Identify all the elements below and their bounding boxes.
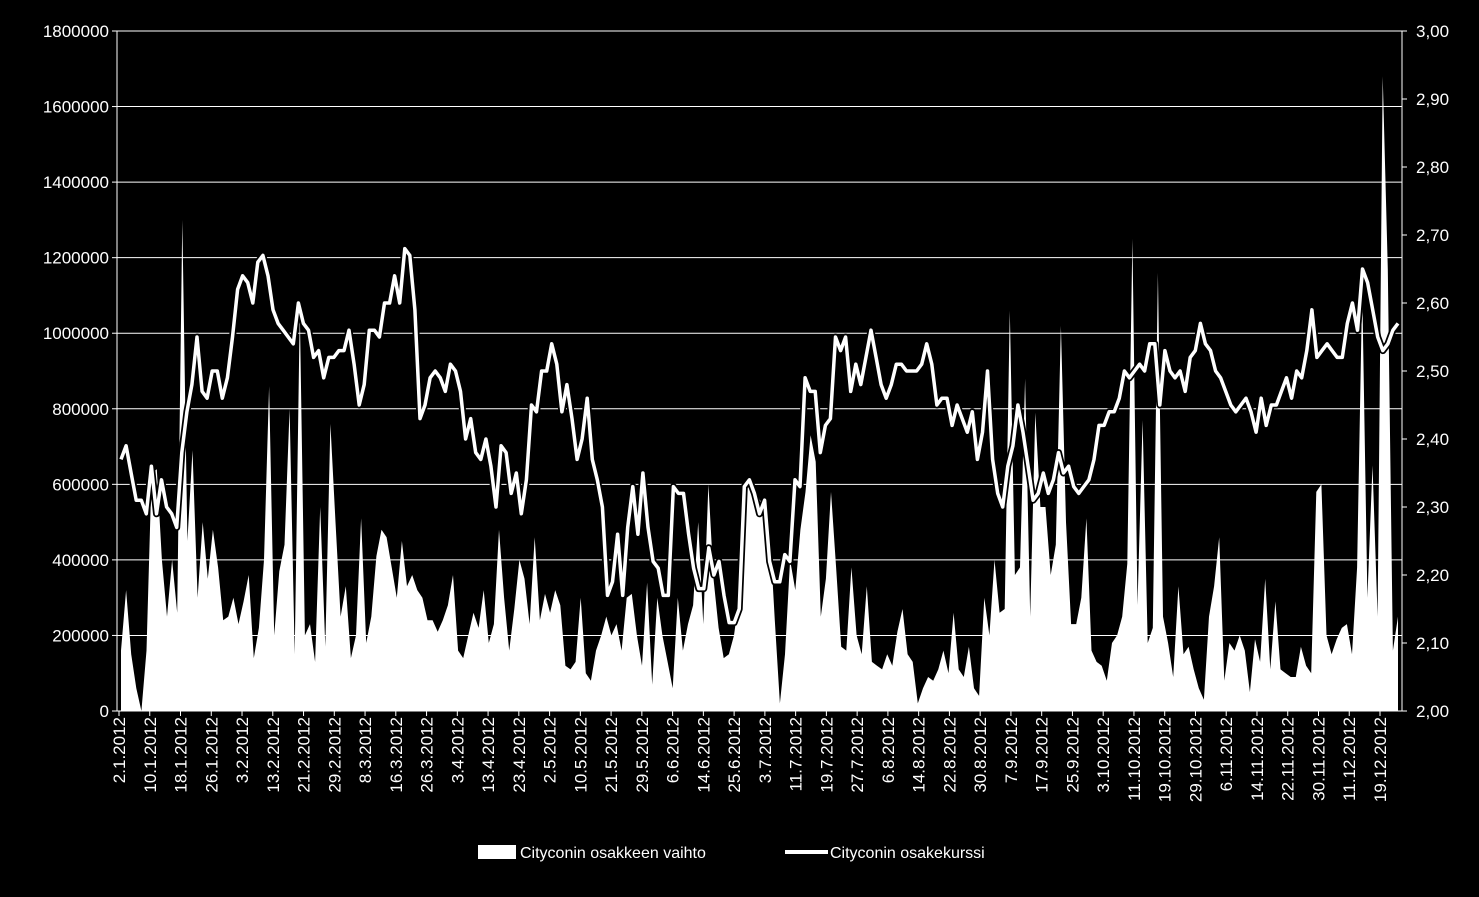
x-tick-label: 26.3.2012: [418, 717, 437, 793]
y-right-tick-label: 2,20: [1416, 566, 1449, 585]
x-tick-label: 3.10.2012: [1094, 717, 1113, 793]
price-line-layer: [117, 245, 1401, 627]
x-tick-label: 25.6.2012: [725, 717, 744, 793]
y-left-tick-label: 600000: [52, 475, 109, 494]
y-left-tick-label: 1800000: [43, 22, 109, 41]
x-tick-label: 26.1.2012: [202, 717, 221, 793]
x-tick-label: 2.1.2012: [110, 717, 129, 783]
x-tick-label: 3.7.2012: [756, 717, 775, 783]
x-tick-label: 30.8.2012: [971, 717, 990, 793]
x-tick-label: 19.10.2012: [1156, 717, 1175, 802]
y-left-tick-label: 200000: [52, 626, 109, 645]
x-tick-label: 29.2.2012: [325, 717, 344, 793]
y-right-tick-label: 2,50: [1416, 362, 1449, 381]
legend: Cityconin osakkeen vaihto Cityconin osak…: [478, 845, 985, 862]
axes: 0 200000 400000 600000 800000 1000000 1200000 1…: [43, 22, 1449, 802]
x-tick-label: 11.12.2012: [1340, 717, 1359, 801]
y-right-tick-label: 2,90: [1416, 90, 1449, 109]
y-left-tick-label: 0: [100, 702, 109, 721]
y-right-tick-label: 2,80: [1416, 158, 1449, 177]
x-tick-label: 13.4.2012: [479, 717, 498, 793]
price-line: [119, 246, 1400, 625]
x-tick-label: 10.5.2012: [571, 717, 590, 793]
x-tick-label: 22.11.2012: [1279, 717, 1298, 801]
y-right-tick-label: 3,00: [1416, 22, 1449, 41]
y-right-tick-label: 2,60: [1416, 294, 1449, 313]
y-right-tick-label: 2,10: [1416, 634, 1449, 653]
y-right-tick-label: 2,30: [1416, 498, 1449, 517]
y-left-tick-label: 1400000: [43, 173, 109, 192]
y-left-tick-label: 800000: [52, 400, 109, 419]
x-tick-label: 13.2.2012: [264, 717, 283, 793]
x-tick-label: 14.11.2012: [1248, 717, 1267, 801]
x-tick-label: 10.1.2012: [141, 717, 160, 793]
y-left-tick-label: 400000: [52, 551, 109, 570]
legend-label-volume: Cityconin osakkeen vaihto: [520, 845, 706, 862]
x-tick-label: 27.7.2012: [848, 717, 867, 793]
x-tick-label: 11.7.2012: [787, 717, 806, 791]
x-tick-label: 29.5.2012: [633, 717, 652, 793]
x-tick-label: 23.4.2012: [510, 717, 529, 793]
volume-area-layer: [121, 76, 1398, 712]
y-right-tick-label: 2,00: [1416, 702, 1449, 721]
x-tick-label: 7.9.2012: [1002, 717, 1021, 783]
x-tick-label: 19.7.2012: [817, 717, 836, 793]
x-tick-label: 14.6.2012: [694, 717, 713, 793]
y-left-tick-label: 1600000: [43, 98, 109, 117]
y-left-tick-label: 1200000: [43, 249, 109, 268]
x-tick-label: 22.8.2012: [940, 717, 959, 793]
x-tick-label: 21.5.2012: [602, 717, 621, 793]
volume-area: [121, 76, 1398, 712]
x-tick-label: 14.8.2012: [910, 717, 929, 793]
x-tick-label: 21.2.2012: [295, 717, 314, 793]
x-tick-label: 29.10.2012: [1187, 717, 1206, 802]
x-tick-label: 3.4.2012: [448, 717, 467, 783]
x-tick-label: 6.6.2012: [664, 717, 683, 783]
x-tick-label: 6.11.2012: [1217, 717, 1236, 791]
x-tick-label: 16.3.2012: [387, 717, 406, 793]
y-left-tick-label: 1000000: [43, 324, 109, 343]
y-right-tick-label: 2,40: [1416, 430, 1449, 449]
x-tick-label: 18.1.2012: [172, 717, 191, 793]
y-right-tick-label: 2,70: [1416, 226, 1449, 245]
x-tick-label: 3.2.2012: [233, 717, 252, 783]
x-tick-label: 17.9.2012: [1033, 717, 1052, 793]
x-tick-label: 30.11.2012: [1310, 717, 1329, 801]
legend-swatch-volume: [478, 845, 516, 859]
x-tick-label: 11.10.2012: [1125, 717, 1144, 801]
x-tick-label: 19.12.2012: [1371, 717, 1390, 802]
legend-label-price: Cityconin osakekurssi: [830, 845, 985, 862]
x-tick-label: 25.9.2012: [1063, 717, 1082, 793]
x-tick-label: 8.3.2012: [356, 717, 375, 783]
x-tick-label: 2.5.2012: [541, 717, 560, 783]
x-tick-label: 6.8.2012: [879, 717, 898, 783]
